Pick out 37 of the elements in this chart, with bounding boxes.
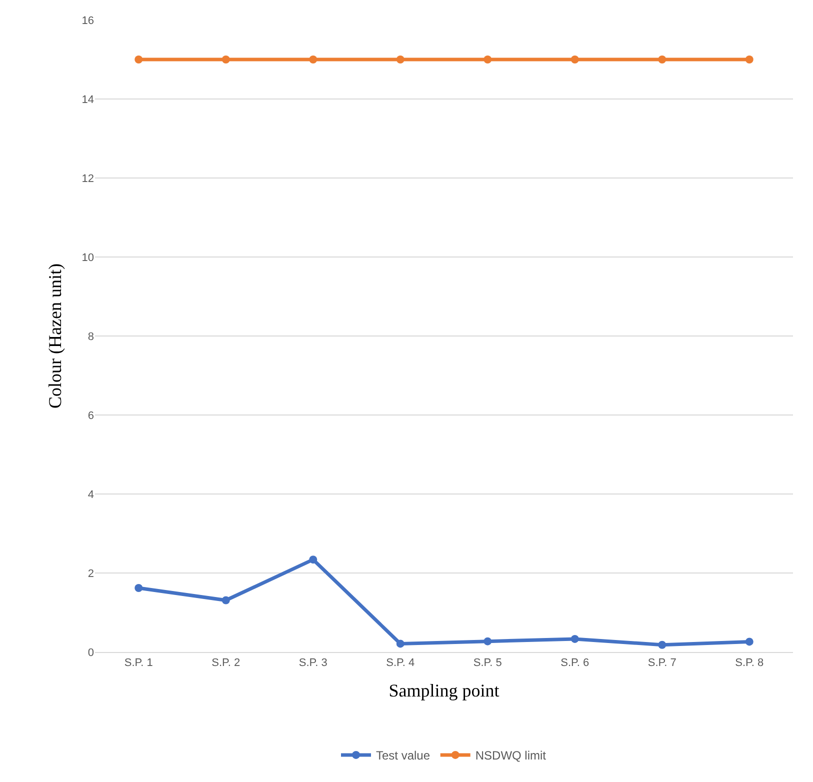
y-tick-label: 2 xyxy=(88,568,94,580)
point xyxy=(484,637,492,646)
x-tick-label: S.P. 5 xyxy=(473,657,502,670)
x-tick-label: S.P. 7 xyxy=(648,657,676,670)
x-tick-label: S.P. 3 xyxy=(298,657,328,670)
point xyxy=(309,56,318,64)
point xyxy=(134,56,143,64)
point xyxy=(396,56,404,64)
legend-label: NSDWQ limit xyxy=(475,748,547,763)
point xyxy=(658,56,666,64)
legend-label: Test value xyxy=(376,748,430,763)
y-tick-label: 16 xyxy=(82,14,94,27)
y-tick-label: 10 xyxy=(82,252,94,264)
y-tick-label: 6 xyxy=(88,410,94,422)
point xyxy=(222,56,230,64)
y-tick-label: 4 xyxy=(88,488,94,501)
point xyxy=(658,640,666,649)
x-tick-label: S.P. 8 xyxy=(735,657,764,670)
point xyxy=(745,56,754,64)
y-tick-label: 0 xyxy=(88,646,94,659)
x-tick-label: S.P. 6 xyxy=(560,657,590,670)
y-tick-label: 8 xyxy=(88,330,94,343)
point xyxy=(396,640,404,648)
y-tick-label: 12 xyxy=(82,172,94,185)
point xyxy=(222,596,230,604)
y-tick-label: 14 xyxy=(82,94,94,106)
x-tick-label: S.P. 1 xyxy=(124,657,153,670)
point xyxy=(745,638,754,646)
point xyxy=(484,56,492,64)
y-axis-title: Colour (Hazen unit) xyxy=(44,264,65,408)
point xyxy=(570,634,579,643)
point xyxy=(309,556,318,564)
x-axis-title: Sampling point xyxy=(388,680,500,700)
point xyxy=(570,56,579,64)
x-tick-label: S.P. 2 xyxy=(212,657,240,670)
point xyxy=(134,584,143,592)
x-tick-label: S.P. 4 xyxy=(386,657,415,670)
